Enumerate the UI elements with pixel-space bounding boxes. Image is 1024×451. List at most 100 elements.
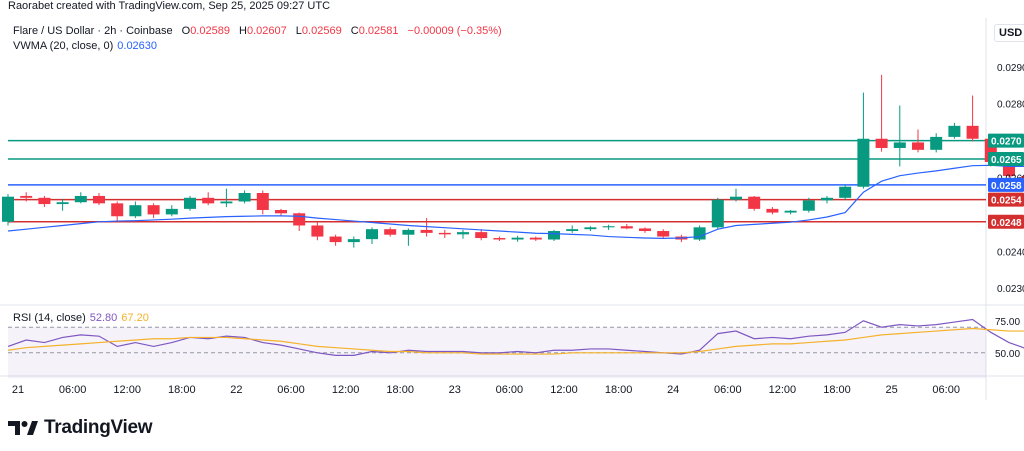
credit-line: Raorabet created with TradingView.com, S…: [8, 0, 331, 12]
candle-body: [438, 232, 451, 235]
candle-body: [165, 208, 178, 215]
candle-body: [311, 225, 324, 237]
time-tick-label: 12:00: [550, 384, 578, 396]
candle-body: [693, 227, 706, 240]
candle-body: [748, 196, 761, 209]
time-tick-label: 12:00: [769, 384, 797, 396]
price-label-box: [988, 177, 1024, 192]
open-value: 0.02589: [190, 25, 230, 37]
time-tick-label: 06:00: [277, 384, 305, 396]
price-label-text: 0.0254: [991, 196, 1022, 207]
time-tick-label: 18:00: [168, 384, 196, 396]
price-label-text: 0.0265: [991, 155, 1022, 166]
rsi-ma-line: [7, 327, 1024, 355]
low-label: L: [295, 25, 302, 37]
time-tick-label: 06:00: [714, 384, 742, 396]
candle-body: [893, 142, 906, 148]
change-value: −0.00009 (−0.35%): [407, 25, 502, 37]
candle-body: [2, 196, 14, 222]
rsi-ma-value: 67.20: [121, 312, 149, 324]
candle-body: [875, 138, 888, 148]
vwma-line: [7, 164, 1024, 240]
candle-body: [329, 236, 342, 243]
candle-body: [20, 195, 33, 198]
candle-body: [147, 205, 160, 215]
candle-body: [948, 125, 961, 137]
time-tick-label: 21: [12, 384, 24, 396]
tradingview-logo-icon: [8, 421, 38, 435]
candle-body: [802, 200, 815, 211]
time-tick-label: 06:00: [496, 384, 524, 396]
candle-body: [275, 209, 287, 214]
time-tick-label: 23: [449, 384, 461, 396]
time-tick-label: 24: [667, 384, 679, 396]
candle-body: [475, 232, 488, 239]
time-tick-label: 25: [885, 384, 897, 396]
price-label-text: 0.0270: [991, 137, 1022, 148]
candle-body: [293, 213, 306, 226]
candle-body: [966, 125, 979, 139]
rsi-line: [7, 318, 1024, 356]
candle-body: [766, 208, 779, 213]
price-label-box: [988, 152, 1024, 167]
time-tick-label: 22: [230, 384, 242, 396]
candle-body: [857, 138, 870, 187]
candle-body: [111, 203, 124, 217]
candle-body: [839, 186, 852, 198]
candle-body: [420, 229, 433, 233]
candle-body: [202, 197, 215, 204]
candle-body: [566, 229, 579, 232]
candle-body: [402, 229, 415, 235]
vwma-value: 0.02630: [117, 40, 158, 52]
candle-body: [730, 196, 742, 200]
close-value: 0.02581: [358, 25, 399, 37]
vwma-label: VWMA (20, close, 0): [13, 40, 114, 52]
candle-body: [912, 142, 924, 150]
time-tick-label: 18:00: [605, 384, 633, 396]
candle-body: [256, 193, 269, 210]
candle-body: [821, 197, 833, 201]
time-tick-label: 06:00: [59, 384, 87, 396]
candle-body: [784, 210, 797, 213]
candle-body: [620, 226, 633, 229]
candle-body: [129, 205, 142, 217]
rsi-label: RSI (14, close): [13, 312, 86, 324]
high-value: 0.02607: [246, 25, 287, 37]
price-label-text: 0.0258: [991, 181, 1022, 192]
candle-body: [93, 195, 105, 204]
candle-body: [930, 136, 943, 150]
time-tick-label: 12:00: [332, 384, 360, 396]
vwma-legend[interactable]: VWMA (20, close, 0) 0.02630: [13, 40, 157, 52]
candle-body: [74, 195, 87, 203]
candle-body: [384, 229, 397, 235]
candle-body: [711, 199, 724, 228]
open-label: O: [181, 25, 191, 37]
candle-body: [184, 197, 196, 209]
candle-body: [220, 201, 233, 204]
low-value: 0.02569: [301, 25, 342, 37]
candle-body: [511, 237, 524, 240]
candle-body: [529, 237, 542, 240]
time-tick-label: 18:00: [386, 384, 414, 396]
candle-body: [548, 231, 560, 240]
rsi-legend[interactable]: RSI (14, close) 52.80 67.20: [13, 312, 149, 324]
symbol-name[interactable]: Flare / US Dollar · 2h · Coinbase: [13, 25, 173, 37]
candle-body: [584, 227, 597, 230]
symbol-legend: Flare / US Dollar · 2h · Coinbase O0.025…: [13, 25, 502, 37]
rsi-tick-label: 75.00: [995, 317, 1020, 328]
candle-body: [366, 229, 378, 240]
candle-body: [347, 239, 360, 243]
candle-body: [657, 231, 670, 237]
currency-button[interactable]: USD: [994, 24, 1024, 42]
rsi-value: 52.80: [89, 312, 118, 324]
candle-body: [639, 228, 651, 232]
price-label-box: [988, 133, 1024, 148]
candle-body: [493, 238, 506, 240]
tradingview-logo: TradingView: [8, 417, 153, 439]
candle-body: [56, 202, 69, 205]
